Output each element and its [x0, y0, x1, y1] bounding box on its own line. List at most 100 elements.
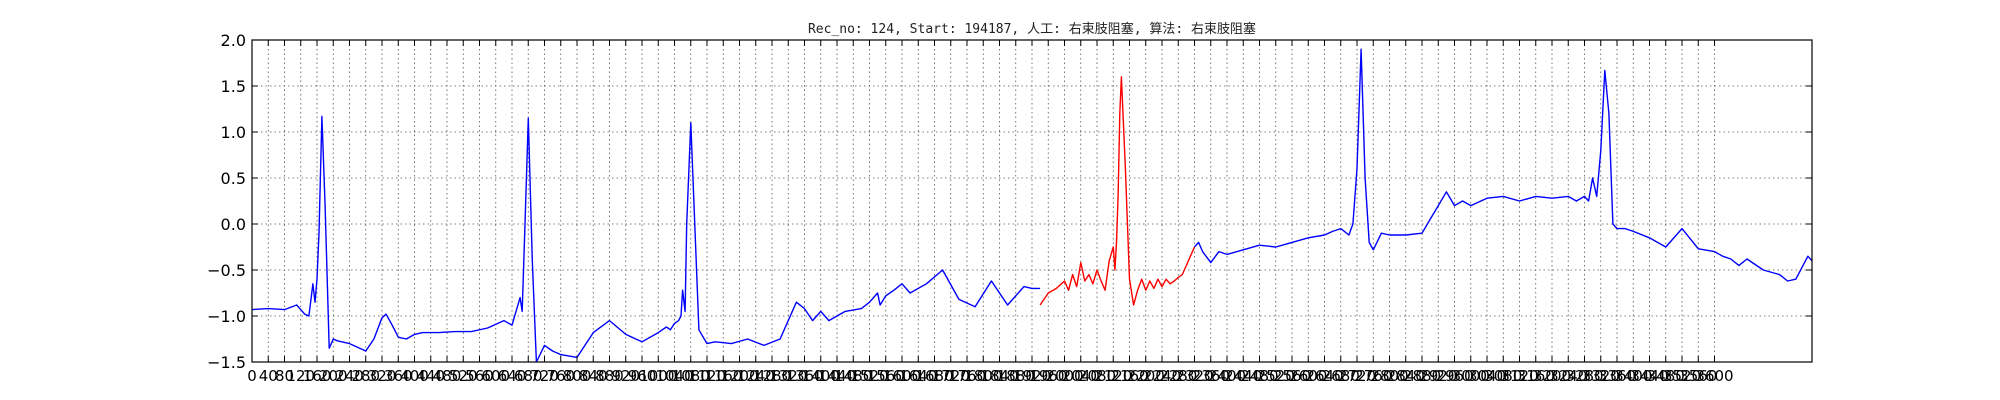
- x-tick-label: 2880: [1403, 367, 1441, 385]
- x-tick-label: 1320: [769, 367, 807, 385]
- x-tick-label: 1400: [802, 367, 840, 385]
- x-tick-label: 800: [563, 367, 592, 385]
- x-tick-label: 3440: [1630, 367, 1668, 385]
- x-tick-label: 3160: [1517, 367, 1555, 385]
- x-tick-label: 720: [530, 367, 559, 385]
- x-tick-label: 1040: [655, 367, 693, 385]
- x-tick-label: 1880: [997, 367, 1035, 385]
- x-tick-label: 1480: [834, 367, 872, 385]
- x-tick-label: 400: [400, 367, 429, 385]
- x-tick-label: 1800: [964, 367, 1002, 385]
- x-tick-label: 3360: [1598, 367, 1636, 385]
- ecg-segment-3-line: [1193, 48, 1812, 282]
- x-tick-label: 360: [384, 367, 413, 385]
- x-tick-label: 1840: [980, 367, 1018, 385]
- x-tick-label: 2720: [1338, 367, 1376, 385]
- x-tick-label: 640: [498, 367, 527, 385]
- plot-area: [252, 48, 1812, 362]
- y-tick-label: 2.0: [221, 31, 246, 50]
- x-tick-label: 1600: [883, 367, 921, 385]
- x-tick-label: 1760: [948, 367, 986, 385]
- x-tick-label: 3600: [1695, 367, 1733, 385]
- x-tick-label: 3040: [1468, 367, 1506, 385]
- x-tick-label: 600: [481, 367, 510, 385]
- x-tick-label: 160: [303, 367, 332, 385]
- x-tick-label: 2040: [1062, 367, 1100, 385]
- x-tick-label: 2600: [1289, 367, 1327, 385]
- x-tick-label: 2080: [1078, 367, 1116, 385]
- x-tick-label: 3400: [1614, 367, 1652, 385]
- x-tick-label: 2800: [1370, 367, 1408, 385]
- x-tick-label: 320: [368, 367, 397, 385]
- x-tick-label: 2840: [1387, 367, 1425, 385]
- x-tick-label: 3280: [1565, 367, 1603, 385]
- x-tick-label: 1640: [899, 367, 937, 385]
- grid: [251, 39, 1812, 363]
- x-tick-label: 440: [416, 367, 445, 385]
- x-tick-label: 2240: [1143, 367, 1181, 385]
- x-tick-label: 2120: [1094, 367, 1132, 385]
- x-tick-label: 2520: [1257, 367, 1295, 385]
- x-tick-label: 520: [449, 367, 478, 385]
- x-tick-label: 120: [286, 367, 315, 385]
- x-tick-label: 2560: [1273, 367, 1311, 385]
- x-tick-label: 1440: [818, 367, 856, 385]
- x-tick-label: 480: [433, 367, 462, 385]
- x-tick-label: 0: [247, 367, 257, 385]
- x-tick-label: 3120: [1500, 367, 1538, 385]
- x-tick-label: 1080: [672, 367, 710, 385]
- x-tick-label: 3320: [1582, 367, 1620, 385]
- y-tick-label: 0.0: [221, 215, 246, 234]
- x-tick-label: 2920: [1419, 367, 1457, 385]
- x-tick-label: 680: [514, 367, 543, 385]
- x-tick-label: 1120: [688, 367, 726, 385]
- x-tick-label: 3520: [1663, 367, 1701, 385]
- x-tick-label: 2760: [1354, 367, 1392, 385]
- x-tick-label: 1200: [720, 367, 758, 385]
- x-tick-label: 280: [351, 367, 380, 385]
- x-tick-label: 760: [546, 367, 575, 385]
- x-tick-label: 40: [259, 367, 278, 385]
- x-tick-label: 2400: [1208, 367, 1246, 385]
- x-tick-label: 1000: [639, 367, 677, 385]
- plot-frame: [251, 39, 1813, 363]
- x-tick-label: 1920: [1013, 367, 1051, 385]
- x-tick-label: 1160: [704, 367, 742, 385]
- x-tick-label: 2440: [1224, 367, 1262, 385]
- x-tick-label: 1280: [753, 367, 791, 385]
- y-tick-label: 1.5: [221, 77, 246, 96]
- x-tick-label: 2680: [1322, 367, 1360, 385]
- ecg-segment-2-line: [1039, 76, 1196, 306]
- x-tick-label: 560: [465, 367, 494, 385]
- x-tick-label: 3080: [1484, 367, 1522, 385]
- x-tick-label: 920: [611, 367, 640, 385]
- x-tick-label: 2480: [1240, 367, 1278, 385]
- x-tick-label: 1520: [850, 367, 888, 385]
- y-tick-label: 0.5: [221, 169, 246, 188]
- x-tick-label: 3480: [1647, 367, 1685, 385]
- x-tick-label: 1720: [932, 367, 970, 385]
- x-tick-label: 2320: [1175, 367, 1213, 385]
- y-tick-label: −0.5: [207, 261, 246, 280]
- x-tick-label: 2000: [1045, 367, 1083, 385]
- x-tick-label: 3240: [1549, 367, 1587, 385]
- x-tick-label: 1960: [1029, 367, 1067, 385]
- x-tick-label: 960: [628, 367, 657, 385]
- x-tick-label: 240: [335, 367, 364, 385]
- x-tick-label: 3000: [1452, 367, 1490, 385]
- x-tick-label: 3200: [1533, 367, 1571, 385]
- x-tick-label: 1360: [785, 367, 823, 385]
- x-tick-label: 2200: [1127, 367, 1165, 385]
- x-tick-label: 1240: [737, 367, 775, 385]
- axis-ticks: −1.5−1.0−0.50.00.51.01.52.00 408012016020…: [207, 31, 1812, 385]
- x-tick-label: 2280: [1159, 367, 1197, 385]
- x-tick-label: 3560: [1679, 367, 1717, 385]
- x-tick-label: 2360: [1192, 367, 1230, 385]
- x-tick-label: 1560: [867, 367, 905, 385]
- x-tick-label: 2160: [1110, 367, 1148, 385]
- ecg-segment-1-line: [252, 115, 1041, 362]
- x-tick-label: 2960: [1435, 367, 1473, 385]
- x-tick-label: 200: [319, 367, 348, 385]
- y-tick-label: −1.0: [207, 307, 246, 326]
